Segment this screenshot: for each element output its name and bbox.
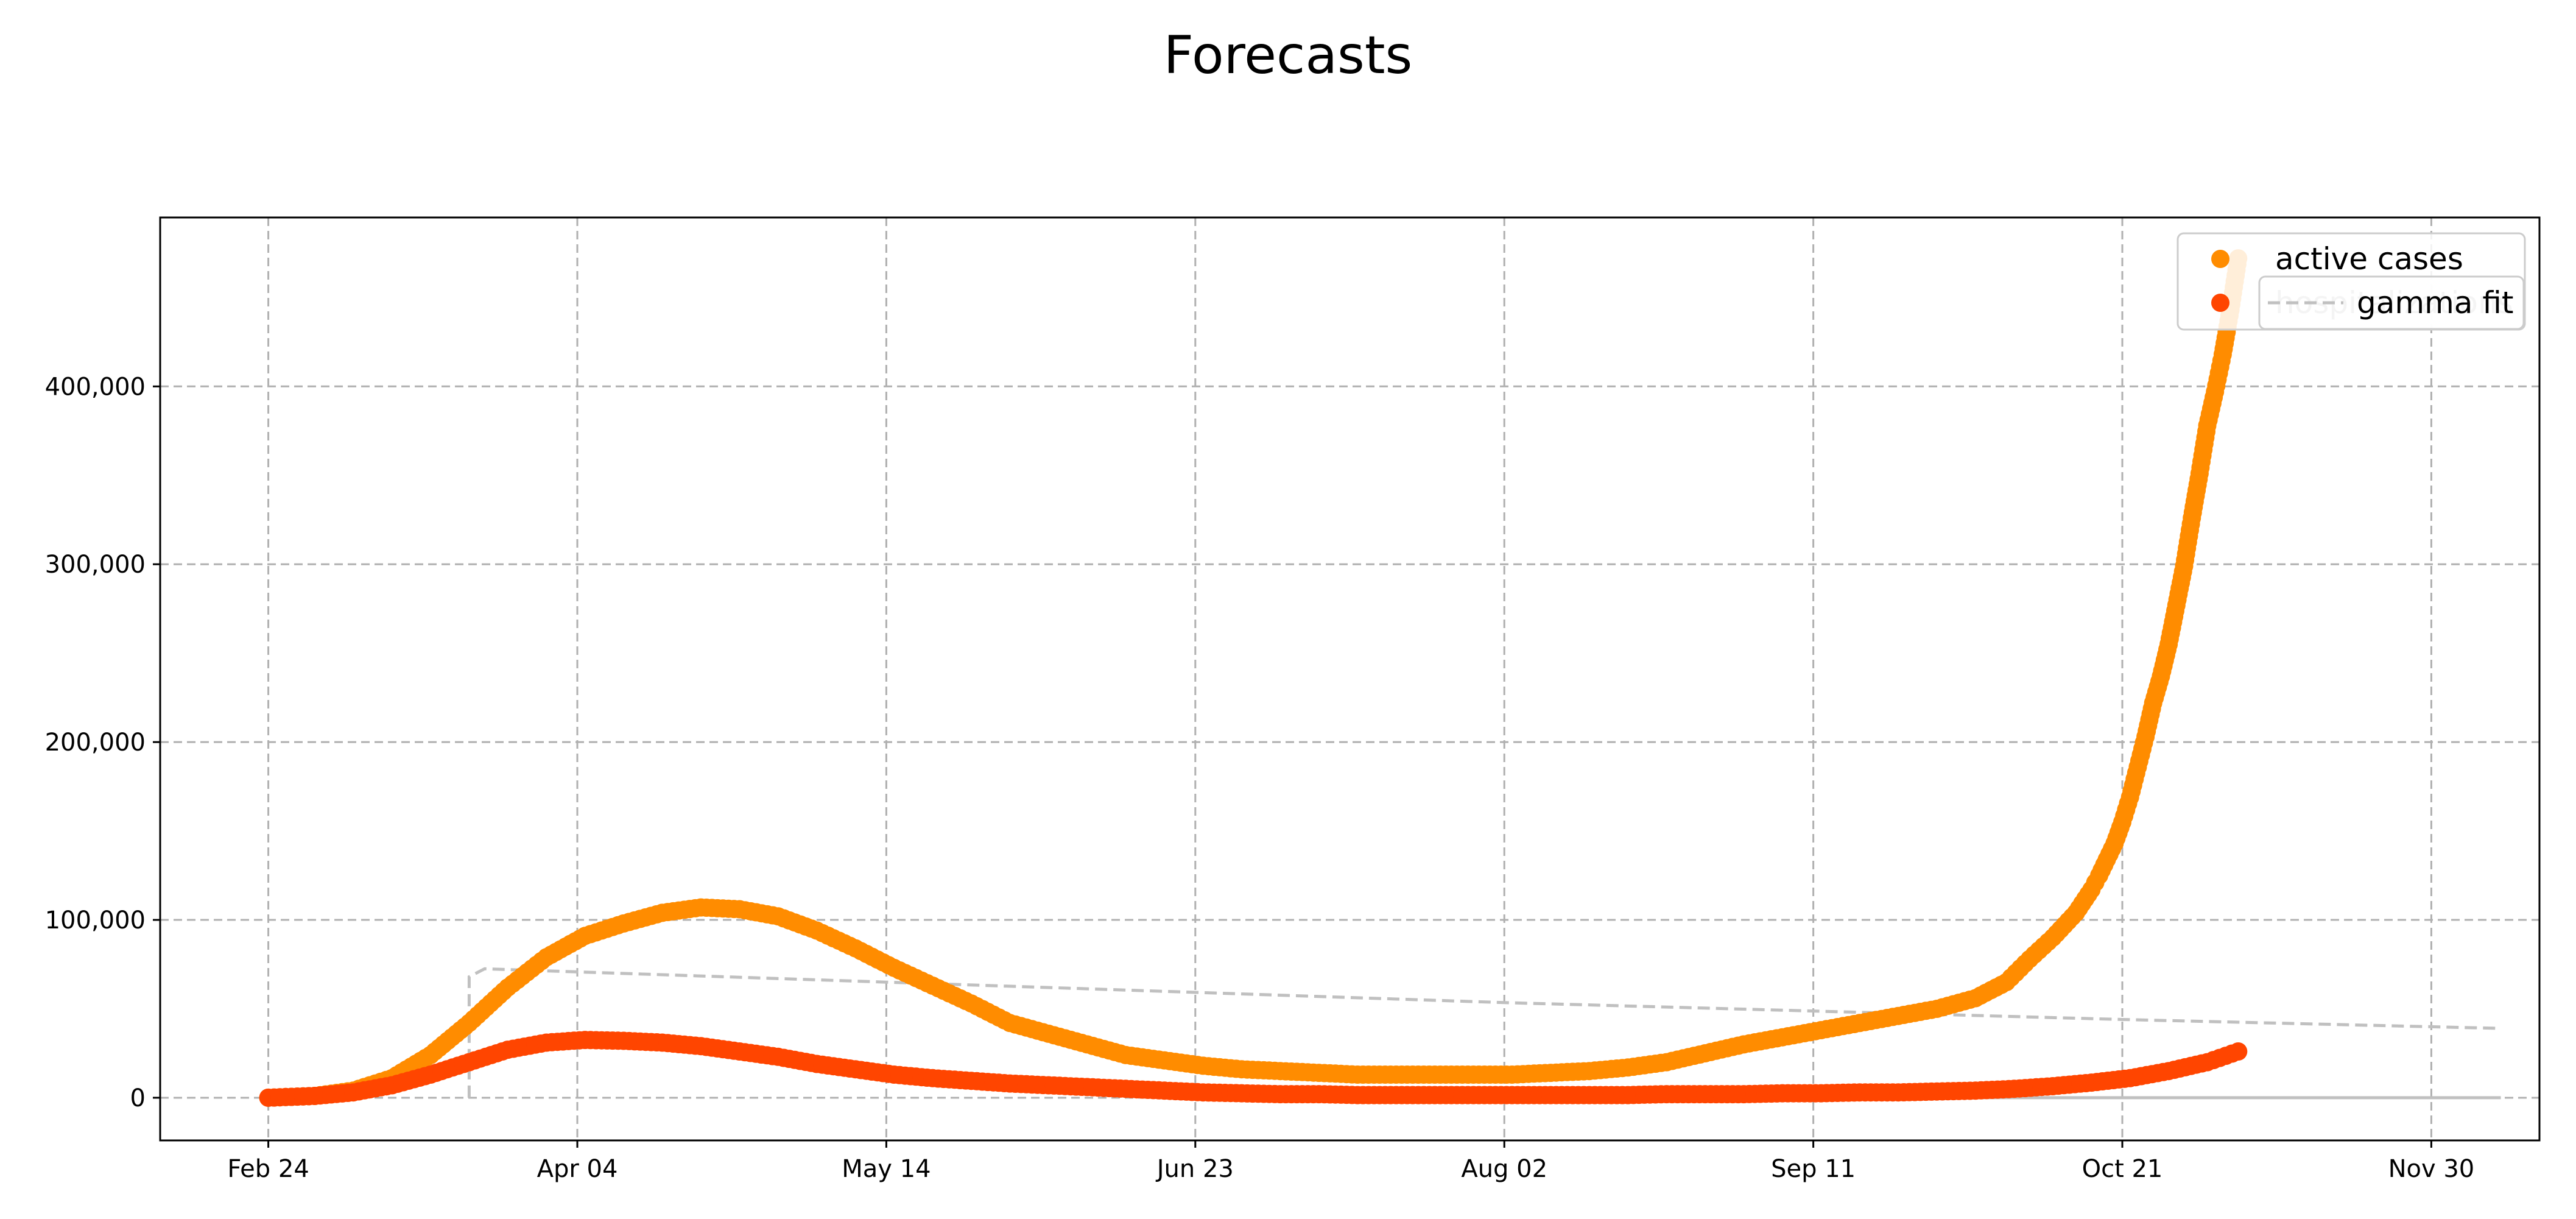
chart-title: Forecasts — [1164, 25, 1413, 86]
hospitalizations-series — [259, 1031, 2248, 1107]
gamma-fit-line — [467, 967, 2501, 1098]
grid — [160, 217, 2539, 1140]
y-tick-label: 0 — [130, 1084, 146, 1112]
axis-ticks: Feb 24 Apr 04 May 14 Jun 23 Aug 02 Sep 11 Oct … — [45, 373, 2475, 1183]
series-layer — [259, 249, 2501, 1107]
y-tick-label: 400,000 — [45, 373, 146, 401]
x-tick-label: Oct 21 — [2082, 1155, 2163, 1183]
x-tick-label: Sep 11 — [1771, 1155, 1856, 1183]
legend-label: active cases — [2275, 241, 2463, 277]
plot-frame — [159, 216, 2541, 1142]
y-tick-label: 200,000 — [45, 729, 146, 757]
x-tick-label: May 14 — [842, 1155, 931, 1183]
legend-label: gamma fit — [2357, 285, 2513, 320]
hospitalizations-point — [2229, 1042, 2248, 1061]
legend-marker — [2211, 294, 2229, 312]
y-tick-label: 300,000 — [45, 551, 146, 579]
x-tick-label: Jun 23 — [1155, 1155, 1234, 1183]
x-tick-label: Feb 24 — [227, 1155, 309, 1183]
legend-marker — [2211, 250, 2229, 268]
legend: active caseshospitalizationsgamma fit — [2177, 232, 2526, 331]
legend-box-2 — [2258, 275, 2525, 330]
x-tick-label: Apr 04 — [537, 1155, 618, 1183]
x-tick-label: Aug 02 — [1461, 1155, 1547, 1183]
x-tick-label: Nov 30 — [2388, 1155, 2475, 1183]
y-tick-label: 100,000 — [45, 906, 146, 935]
